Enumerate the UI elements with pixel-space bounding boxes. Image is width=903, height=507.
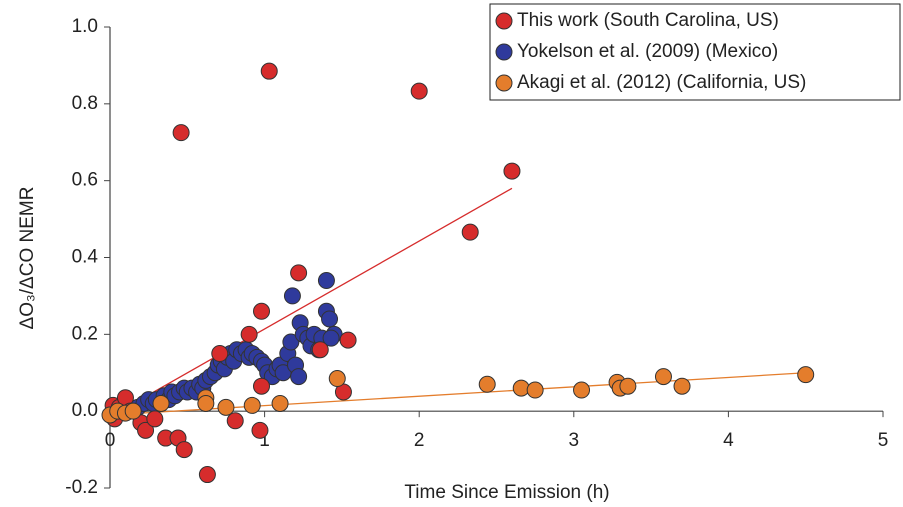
x-tick-label: 2 [414,430,425,451]
data-point [322,329,340,347]
data-point [290,264,308,282]
data-point [328,370,346,388]
data-point [226,412,244,430]
y-tick-label: 0.6 [72,170,98,191]
data-point [137,421,155,439]
y-tick-label: -0.2 [65,477,98,498]
legend-marker [495,43,513,61]
data-point [673,377,691,395]
y-tick-label: 0.2 [72,323,98,344]
y-tick-label: 1.0 [72,16,98,37]
legend-box [489,3,901,101]
data-point [198,466,216,484]
data-point [172,124,190,142]
data-point [251,421,269,439]
data-point [503,162,521,180]
x-tick-label: 4 [723,430,734,451]
data-point [317,272,335,290]
data-point [512,379,530,397]
data-point [175,441,193,459]
x-axis-label: Time Since Emission (h) [404,482,609,503]
data-point [217,398,235,416]
y-axis-label: ΔO₃/ΔCO NEMR [17,187,38,330]
x-tick-label: 5 [878,430,889,451]
data-point [253,302,271,320]
data-point [253,377,271,395]
y-tick-label: 0.4 [72,247,99,268]
data-point [797,366,815,384]
y-tick-label: 0.0 [72,400,98,421]
data-point [290,368,308,386]
trend-line [129,187,513,406]
data-point [478,375,496,393]
data-point [152,394,170,412]
x-tick-label: 0 [105,430,116,451]
legend-label: Yokelson et al. (2009) (Mexico) [517,41,778,62]
data-point [461,223,479,241]
data-point [197,394,215,412]
data-point [339,331,357,349]
data-point [243,396,261,414]
data-point [146,410,164,428]
data-point [654,368,672,386]
data-point [321,310,339,328]
legend-label: Akagi et al. (2012) (California, US) [517,72,806,93]
data-point [283,287,301,305]
data-point [124,402,142,420]
data-point [282,333,300,351]
data-point [311,341,329,359]
data-point [211,345,229,363]
data-point [410,82,428,100]
x-tick-label: 1 [259,430,270,451]
data-point [260,62,278,80]
y-tick-label: 0.8 [72,93,98,114]
legend-marker [495,74,513,92]
data-point [526,381,544,399]
data-point [619,377,637,395]
data-point [573,381,591,399]
legend-marker [495,12,513,30]
data-point [271,394,289,412]
legend-label: This work (South Carolina, US) [517,10,779,31]
data-point [240,325,258,343]
x-tick-label: 3 [569,430,580,451]
